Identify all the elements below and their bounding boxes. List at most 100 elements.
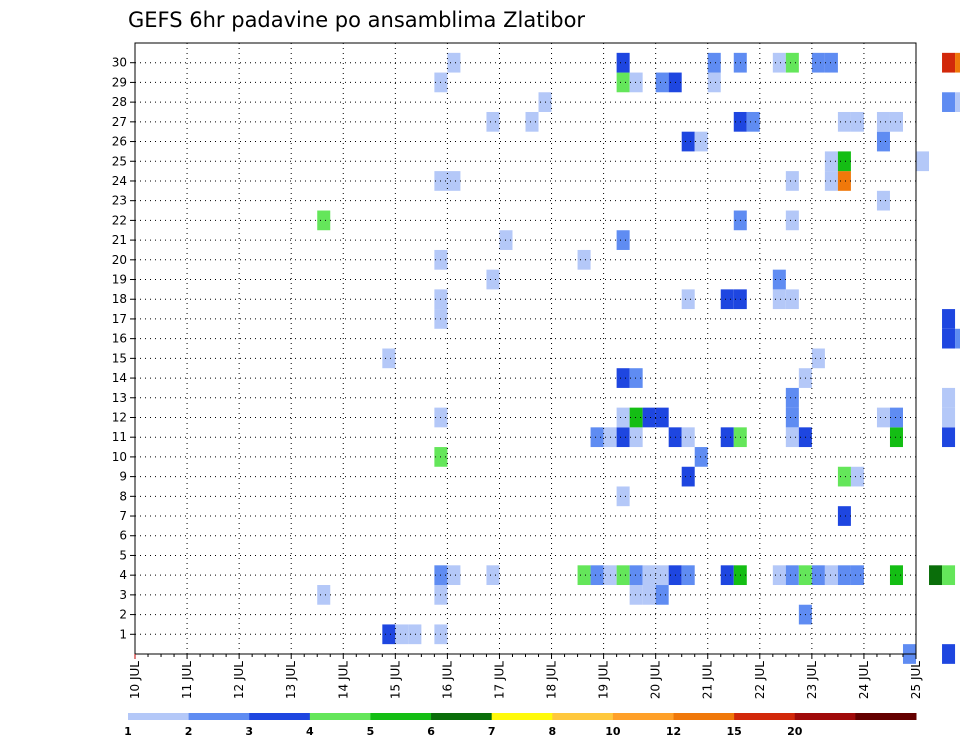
ensemble-cell (837, 466, 851, 487)
ensemble-cell (629, 427, 643, 448)
ensemble-cell (942, 565, 956, 586)
ensemble-cell (408, 624, 422, 645)
legend-label: 5 (367, 725, 375, 738)
ensemble-cell (850, 565, 864, 586)
ensemble-cell (916, 151, 930, 172)
ensemble-cell (447, 565, 461, 586)
ensemble-cell (655, 72, 669, 93)
ensemble-cell (447, 52, 461, 73)
ensemble-cell (837, 171, 851, 191)
ensemble-cell (629, 407, 643, 428)
ensemble-cell (642, 407, 656, 428)
ensemble-cell (772, 565, 786, 586)
ensemble-cell (655, 565, 669, 586)
ensemble-cell (850, 466, 864, 487)
ensemble-cell (720, 427, 734, 448)
y-tick-label: 30 (112, 56, 127, 70)
legend-swatch (552, 713, 614, 720)
y-tick-label: 22 (112, 213, 127, 227)
legend-swatch (188, 713, 250, 720)
y-tick-label: 14 (112, 371, 127, 385)
y-tick-label: 15 (112, 351, 127, 365)
ensemble-cell (876, 190, 890, 211)
ensemble-cell (785, 427, 799, 448)
ensemble-cell (824, 565, 838, 586)
y-tick-label: 3 (119, 588, 127, 602)
legend-swatch (309, 713, 371, 720)
y-tick-label: 20 (112, 253, 127, 267)
x-axis: 10 JUL 11 JUL 12 JUL 13 JUL 14 JUL 15 JUL 16 J… (128, 654, 923, 699)
ensemble-cell (746, 111, 760, 132)
ensemble-cell (837, 506, 851, 526)
y-tick-label: 7 (119, 509, 127, 523)
x-tick-label: 24 JUL (857, 661, 871, 699)
x-tick-label: 12 JUL (232, 661, 246, 699)
ensemble-cell (785, 52, 799, 73)
ensemble-cell (720, 289, 734, 310)
legend-swatch (673, 713, 735, 720)
ensemble-cell (577, 565, 591, 586)
ensemble-cell (681, 427, 695, 448)
y-tick-label: 19 (112, 273, 127, 287)
ensemble-cell (850, 111, 864, 132)
ensemble-cell (694, 131, 708, 152)
ensemble-cell (837, 151, 851, 172)
ensemble-cell (382, 348, 396, 369)
ensemble-cell (317, 585, 331, 605)
x-tick-label: 19 JUL (597, 661, 611, 699)
ensemble-cell (785, 210, 799, 231)
legend-swatch (431, 713, 493, 720)
legend-label: 2 (185, 725, 193, 738)
y-tick-label: 26 (112, 135, 127, 149)
ensemble-cell (720, 565, 734, 586)
ensemble-cell (772, 52, 786, 73)
ensemble-cell (811, 52, 825, 73)
legend-label: 20 (787, 725, 803, 738)
legend-swatch (855, 713, 917, 720)
legend-swatch (794, 713, 856, 720)
ensemble-cell (447, 171, 461, 191)
ensemble-cell (955, 52, 960, 73)
ensemble-cell (942, 407, 956, 428)
ensemble-cell (629, 368, 643, 388)
ensemble-cell (955, 92, 960, 112)
ensemble-cell (486, 111, 500, 132)
ensemble-cell (772, 269, 786, 290)
ensemble-cell (681, 289, 695, 310)
legend-label: 10 (605, 725, 621, 738)
ensemble-cell (694, 447, 708, 467)
ensemble-cell (616, 486, 630, 507)
x-tick-label: 23 JUL (805, 661, 819, 699)
colorbar-legend: 1 2 3 4 5 6 7 8 10 12 15 20 (124, 713, 917, 738)
grid-lines (135, 43, 916, 654)
legend-label: 7 (488, 725, 496, 738)
ensemble-cell (942, 387, 956, 408)
ensemble-cell (707, 72, 721, 93)
y-tick-label: 1 (119, 627, 127, 641)
ensemble-cell (655, 407, 669, 428)
y-tick-label: 29 (112, 75, 127, 89)
x-tick-label: 17 JUL (492, 661, 506, 699)
ensemble-cell (942, 644, 956, 664)
y-tick-label: 23 (112, 194, 127, 208)
ensemble-cell (707, 52, 721, 73)
ensemble-cell (616, 72, 630, 93)
y-tick-label: 17 (112, 312, 127, 326)
y-tick-label: 11 (112, 430, 127, 444)
legend-swatch (491, 713, 553, 720)
ensemble-cell (642, 565, 656, 586)
x-tick-label: 15 JUL (388, 661, 402, 699)
x-tick-label: 21 JUL (701, 661, 715, 699)
legend-label: 15 (726, 725, 741, 738)
y-tick-label: 13 (112, 391, 127, 405)
y-tick-label: 4 (119, 568, 127, 582)
x-tick-label: 13 JUL (284, 661, 298, 699)
ensemble-cell (317, 210, 331, 231)
ensemble-cell (942, 328, 956, 349)
ensemble-cell (837, 111, 851, 132)
y-tick-label: 21 (112, 233, 127, 247)
y-tick-label: 6 (119, 529, 127, 543)
legend-label: 1 (124, 725, 132, 738)
ensemble-cell (929, 565, 943, 586)
ensemble-cell (616, 368, 630, 388)
